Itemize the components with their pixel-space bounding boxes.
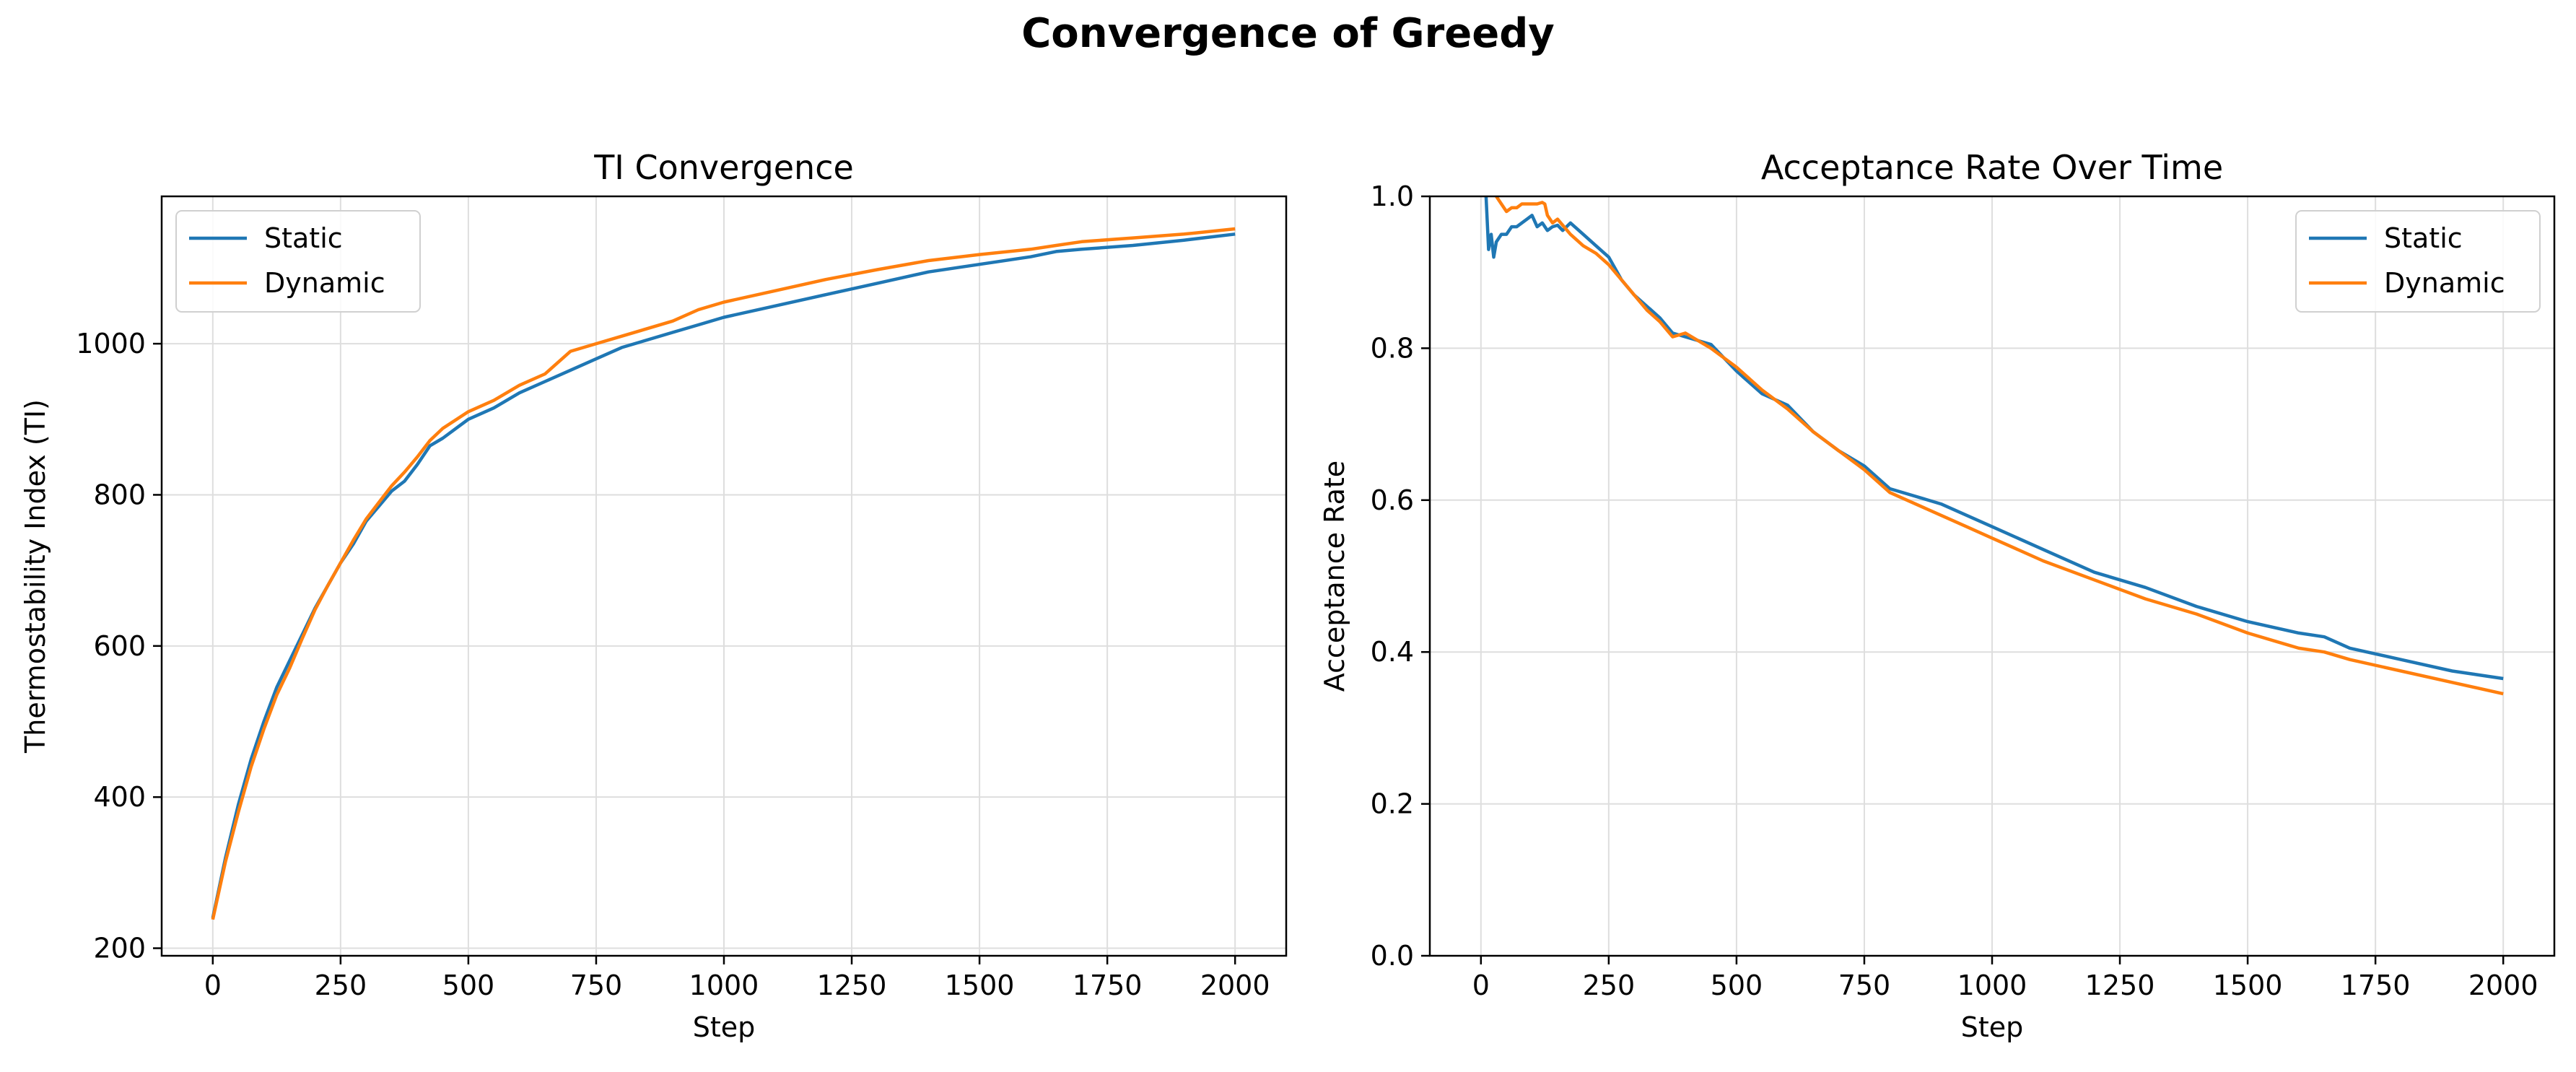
subplot-title: Acceptance Rate Over Time bbox=[1761, 148, 2223, 187]
x-tick-label: 1250 bbox=[2085, 969, 2155, 1001]
legend-box bbox=[2295, 210, 2541, 313]
x-tick-label: 1000 bbox=[689, 969, 759, 1001]
acceptance-rate-panel: 0 250 500 750 1000 1250 1500 1750 2000 0.0 0.2 0.4 0… bbox=[1319, 148, 2556, 1043]
y-tick-label: 1.0 bbox=[1371, 180, 1414, 212]
y-axis-label: Acceptance Rate bbox=[1319, 461, 1350, 692]
x-tick-label: 250 bbox=[315, 969, 367, 1001]
ti-convergence-panel: 0 250 500 750 1000 1250 1500 1750 2000 200 400 600 8… bbox=[19, 148, 1288, 1043]
x-tick-label: 1500 bbox=[2213, 969, 2283, 1001]
y-tick-label: 1000 bbox=[76, 328, 146, 359]
y-tick-label: 800 bbox=[93, 479, 146, 510]
figure-title: Convergence of Greedy bbox=[1021, 10, 1555, 57]
legend: Static Dynamic bbox=[2295, 210, 2541, 313]
y-tick-label: 600 bbox=[93, 630, 146, 662]
x-tick-label: 2000 bbox=[1200, 969, 1270, 1001]
subplot-title: TI Convergence bbox=[593, 148, 854, 187]
x-tick-label: 500 bbox=[442, 969, 495, 1001]
series-line-dynamic bbox=[211, 227, 1236, 920]
legend-label-static: Static bbox=[2384, 222, 2463, 254]
x-axis-label: Step bbox=[1961, 1011, 2024, 1043]
legend: Static Dynamic bbox=[175, 210, 421, 313]
series-line-static bbox=[1484, 196, 2504, 681]
x-axis-label: Step bbox=[693, 1011, 756, 1043]
legend-label-dynamic: Dynamic bbox=[264, 267, 385, 299]
x-tick-label: 250 bbox=[1583, 969, 1636, 1001]
series-line-static bbox=[211, 232, 1236, 919]
x-tick-label: 1000 bbox=[1957, 969, 2027, 1001]
x-tick-label: 750 bbox=[1838, 969, 1891, 1001]
y-tick-label: 0.2 bbox=[1371, 788, 1414, 820]
legend-label-static: Static bbox=[264, 222, 343, 254]
y-axis-label: Thermostability Index (TI) bbox=[19, 399, 51, 754]
legend-box bbox=[175, 210, 421, 313]
x-tick-label: 1500 bbox=[945, 969, 1015, 1001]
y-tick-label: 0.6 bbox=[1371, 484, 1414, 516]
x-tick-label: 1250 bbox=[817, 969, 887, 1001]
x-tick-label: 1750 bbox=[2341, 969, 2411, 1001]
x-tick-label: 0 bbox=[204, 969, 222, 1001]
x-tick-label: 500 bbox=[1711, 969, 1763, 1001]
x-tick-label: 2000 bbox=[2468, 969, 2538, 1001]
legend-label-dynamic: Dynamic bbox=[2384, 267, 2505, 299]
y-tick-label: 400 bbox=[93, 781, 146, 813]
x-tick-label: 1750 bbox=[1073, 969, 1143, 1001]
y-tick-label: 0.4 bbox=[1371, 636, 1414, 668]
y-tick-label: 0.8 bbox=[1371, 332, 1414, 364]
x-tick-label: 0 bbox=[1472, 969, 1490, 1001]
series-line-dynamic bbox=[1495, 196, 2504, 696]
y-tick-label: 200 bbox=[93, 933, 146, 964]
x-tick-label: 750 bbox=[570, 969, 623, 1001]
y-tick-label: 0.0 bbox=[1371, 940, 1414, 972]
